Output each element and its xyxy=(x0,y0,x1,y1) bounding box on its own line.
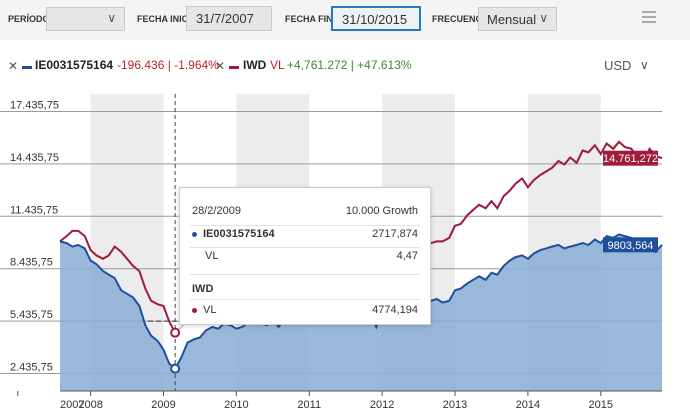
remove-series-2-icon[interactable]: ✕ xyxy=(215,59,226,73)
start-date-label: FECHA INICIO xyxy=(137,14,198,24)
divider xyxy=(190,225,420,226)
tooltip: 28/2/2009 10.000 Growth IE0031575164 271… xyxy=(179,187,431,325)
series-2-dot xyxy=(192,307,197,313)
series-2-swatch xyxy=(229,66,239,69)
x-tick-label: 2015 xyxy=(589,399,613,411)
x-tick-label: 2010 xyxy=(224,399,248,411)
tooltip-series-1-vl-value: 4,47 xyxy=(396,250,418,262)
end-date-input[interactable]: 31/10/2015 xyxy=(331,6,421,31)
y-tick-label: 14.435,75 xyxy=(10,152,59,164)
x-tick-label: 2009 xyxy=(151,399,175,411)
x-tick-label: 2011 xyxy=(297,399,321,411)
x-tick-label: 2012 xyxy=(370,399,394,411)
y-tick-label: 11.435,75 xyxy=(10,204,58,216)
series-2-last-value: 14.761,272 xyxy=(603,153,658,165)
divider xyxy=(190,247,420,248)
tooltip-series-1-value: 2717,874 xyxy=(372,228,418,240)
end-date-label: FECHA FINAL xyxy=(285,14,345,24)
end-date-value: 31/10/2015 xyxy=(342,12,408,27)
chevron-down-icon[interactable]: ∨ xyxy=(640,58,649,72)
x-tick-label: 2008 xyxy=(78,399,102,411)
series-2-line xyxy=(59,229,177,334)
chevron-down-icon: ∨ xyxy=(107,11,116,25)
x-tick-label: 2007 xyxy=(60,399,84,411)
series-1-dot xyxy=(192,231,197,237)
series-2-name: IWD xyxy=(243,58,267,72)
period-select[interactable]: ∨ xyxy=(46,7,125,31)
control-bar: PERÍODO ∨ FECHA INICIO 31/7/2007 FECHA F… xyxy=(0,0,690,40)
series-2-vl: VL xyxy=(270,58,285,72)
start-date-value: 31/7/2007 xyxy=(196,11,254,26)
y-tick-label: 2.435,75 xyxy=(10,362,53,374)
menu-icon[interactable] xyxy=(642,11,656,27)
x-tick-label: 2014 xyxy=(516,399,540,411)
series-1-last-value: 9803,564 xyxy=(608,240,654,252)
y-tick-label: 17.435,75 xyxy=(10,99,59,111)
start-date-input[interactable]: 31/7/2007 xyxy=(186,6,272,31)
tooltip-series-2-value: 4774,194 xyxy=(372,304,418,316)
series-1-swatch xyxy=(22,66,32,69)
tooltip-date: 28/2/2009 xyxy=(192,205,241,217)
divider xyxy=(190,274,420,275)
x-tick-label: 2013 xyxy=(443,399,467,411)
legend: ✕ IE0031575164 -196.436 | -1.964% ✕ IWD … xyxy=(0,58,690,78)
series-1-change: -196.436 | -1.964% xyxy=(117,58,219,72)
chevron-down-icon: ∨ xyxy=(539,11,548,25)
tooltip-header: 10.000 Growth xyxy=(345,205,418,217)
series-1-name: IE0031575164 xyxy=(35,58,114,72)
series-2-change: +4,761.272 | +47.613% xyxy=(287,58,412,72)
remove-series-1-icon[interactable]: ✕ xyxy=(8,59,19,73)
frequency-select[interactable]: Mensual ∨ xyxy=(478,7,557,31)
divider xyxy=(190,299,420,300)
tooltip-series-2-vl-label: VL xyxy=(203,304,217,316)
tooltip-series-1-name: IE0031575164 xyxy=(203,228,275,240)
frequency-value: Mensual xyxy=(487,12,537,27)
tooltip-series-2-name: IWD xyxy=(192,283,214,295)
y-tick-label: 8.435,75 xyxy=(10,257,53,269)
frequency-label: FRECUENCIA xyxy=(432,14,492,24)
series-2-hover-point xyxy=(170,327,181,338)
y-tick-label: 5.435,75 xyxy=(10,309,53,321)
currency-select[interactable]: USD xyxy=(604,58,632,73)
tooltip-series-1-vl-label: VL xyxy=(205,250,219,262)
series-1-hover-point xyxy=(170,363,181,374)
series-2-last-value-bg xyxy=(603,150,658,166)
series-1-last-value-bg xyxy=(603,237,658,253)
period-label: PERÍODO xyxy=(8,14,50,24)
